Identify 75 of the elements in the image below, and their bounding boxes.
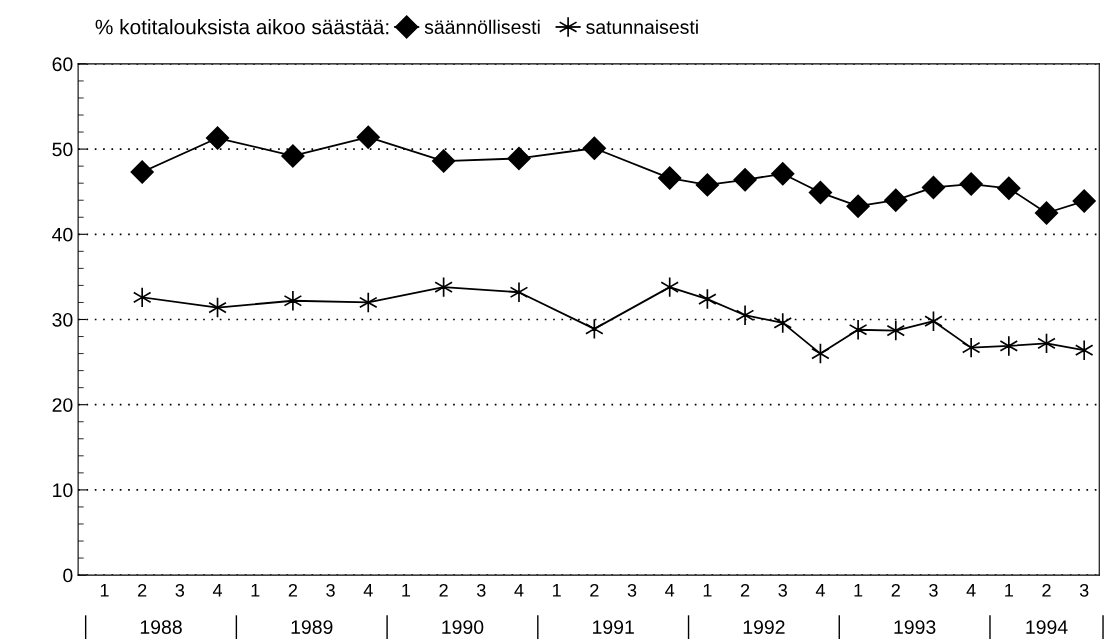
point [886,320,906,342]
point [356,125,380,149]
x-tick-label: 4 [665,584,675,597]
point [733,168,757,192]
point [359,291,378,314]
point [884,188,908,212]
x-tick-label: 2 [740,583,750,597]
x-tick-label: 3 [175,583,185,597]
point [509,281,529,303]
point [773,312,792,334]
x-tick-label: 1 [251,584,260,597]
x-tick-label: 3 [778,583,787,597]
x-tick-label: 1 [854,584,863,597]
point [205,126,230,150]
text: 1991 [593,620,634,634]
point [281,144,305,168]
y-tick-label: 50 [52,142,73,157]
point [283,290,303,312]
x-tick-label: 1 [703,584,712,597]
text: 1994 [1026,620,1068,634]
text: 1993 [894,620,936,634]
x-tick-label: 4 [966,584,976,597]
point [1034,201,1059,225]
text: 1989 [291,620,333,634]
x-tick-label: 3 [929,583,938,597]
legend-label: säännöllisesti [424,19,540,34]
point [1074,339,1094,361]
point [695,173,720,197]
point [961,337,981,359]
y-tick-label: 20 [52,398,73,412]
x-tick-label: 4 [212,584,223,597]
point [658,166,682,190]
x-tick-label: 1 [402,584,411,597]
point [999,335,1019,357]
point [959,172,983,196]
point [507,146,531,171]
y-tick-label: 30 [52,312,73,327]
x-tick-label: 4 [363,584,373,597]
text: 1988 [140,620,182,634]
x-tick-label: 4 [815,584,825,597]
x-tick-label: 1 [100,584,109,597]
point [771,162,795,186]
point [660,276,679,298]
point [431,149,456,173]
x-tick-label: 4 [514,584,524,597]
y-tick-label: 60 [52,57,73,72]
y-tick-label: 40 [52,227,73,242]
chart-title: % kotitalouksista aikoo säästää: [95,19,389,35]
point [846,194,870,218]
text: 1992 [743,620,785,634]
y-tick-label: 10 [53,483,73,498]
point [848,319,868,341]
point [1072,189,1096,213]
point [582,136,606,160]
x-tick-label: 1 [553,584,561,597]
point [735,304,755,326]
point [921,175,946,200]
point [997,176,1021,200]
x-tick-label: 2 [1042,583,1051,597]
x-tick-label: 2 [288,583,298,597]
text: 1990 [442,620,484,634]
point [132,286,152,308]
x-tick-label: 3 [627,583,637,597]
x-tick-label: 3 [1079,583,1089,597]
legend-label: satunnaisesti [586,19,698,34]
x-tick-label: 1 [1005,584,1013,597]
x-tick-label: 3 [326,583,335,597]
x-tick-label: 2 [138,583,147,597]
y-tick-label: 0 [63,568,73,583]
x-tick-label: 2 [891,583,900,597]
point [130,160,154,184]
x-tick-label: 2 [439,583,448,597]
point [808,180,833,205]
x-tick-label: 3 [476,583,486,597]
x-tick-label: 2 [590,583,599,597]
